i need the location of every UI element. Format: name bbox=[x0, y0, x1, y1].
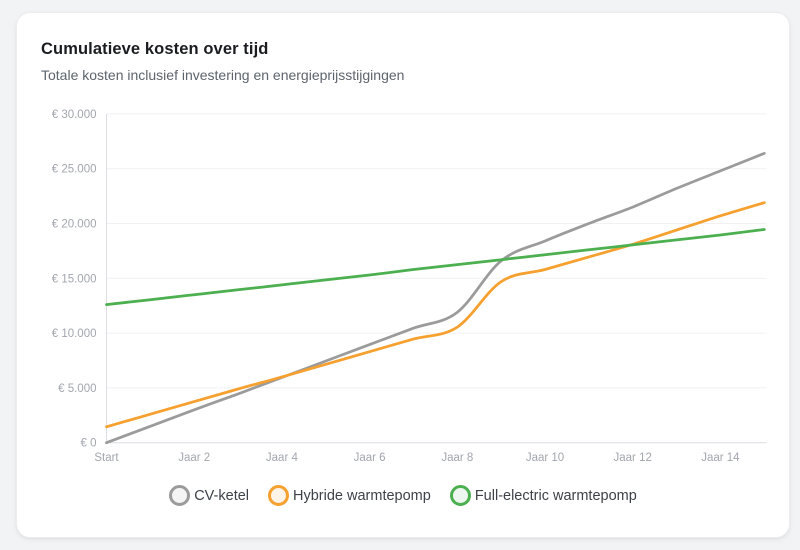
legend-item-hybride-warmtepomp[interactable]: Hybride warmtepomp bbox=[268, 485, 431, 506]
y-tick-label: € 30.000 bbox=[52, 109, 97, 121]
x-tick-label: Jaar 8 bbox=[441, 452, 473, 464]
legend-label: CV-ketel bbox=[194, 487, 250, 504]
series-line-cv-ketel bbox=[105, 152, 766, 445]
x-tick-label: Jaar 10 bbox=[526, 452, 564, 464]
chart-card: Cumulatieve kosten over tijd Totale kost… bbox=[16, 12, 790, 538]
y-tick-label: € 10.000 bbox=[52, 328, 97, 340]
series-line-hybride-warmtepomp bbox=[105, 201, 766, 429]
y-tick-label: € 25.000 bbox=[52, 164, 97, 176]
x-tick-label: Jaar 4 bbox=[266, 452, 299, 464]
legend-marker-circle-icon bbox=[169, 485, 191, 506]
legend-item-full-electric-warmtepomp[interactable]: Full-electric warmtepomp bbox=[449, 485, 637, 506]
series-line-full-electric-warmtepomp bbox=[105, 228, 766, 306]
y-tick-label: € 15.000 bbox=[52, 273, 97, 285]
y-tick-label: € 0 bbox=[81, 438, 97, 450]
legend-marker-circle-icon bbox=[449, 485, 471, 506]
legend-item-cv-ketel[interactable]: CV-ketel bbox=[169, 485, 249, 506]
y-tick-label: € 5.000 bbox=[58, 383, 96, 395]
chart-subtitle: Totale kosten inclusief investering en e… bbox=[41, 67, 405, 83]
legend-marker-circle-icon bbox=[268, 485, 290, 506]
x-tick-label: Jaar 14 bbox=[701, 452, 740, 464]
x-tick-label: Start bbox=[94, 452, 119, 464]
y-tick-label: € 20.000 bbox=[52, 219, 97, 231]
x-tick-label: Jaar 12 bbox=[614, 452, 652, 464]
chart-legend: CV-ketel Hybride warmtepomp Full-electri… bbox=[17, 485, 789, 506]
legend-label: Hybride warmtepomp bbox=[293, 487, 431, 504]
x-tick-label: Jaar 6 bbox=[354, 452, 386, 464]
line-chart: € 0 € 5.000 € 10.000 € 15.000 € 20.000 € 25.0… bbox=[52, 109, 767, 464]
x-tick-label: Jaar 2 bbox=[178, 452, 210, 464]
chart-title: Cumulatieve kosten over tijd bbox=[41, 40, 269, 58]
legend-label: Full-electric warmtepomp bbox=[474, 487, 637, 504]
